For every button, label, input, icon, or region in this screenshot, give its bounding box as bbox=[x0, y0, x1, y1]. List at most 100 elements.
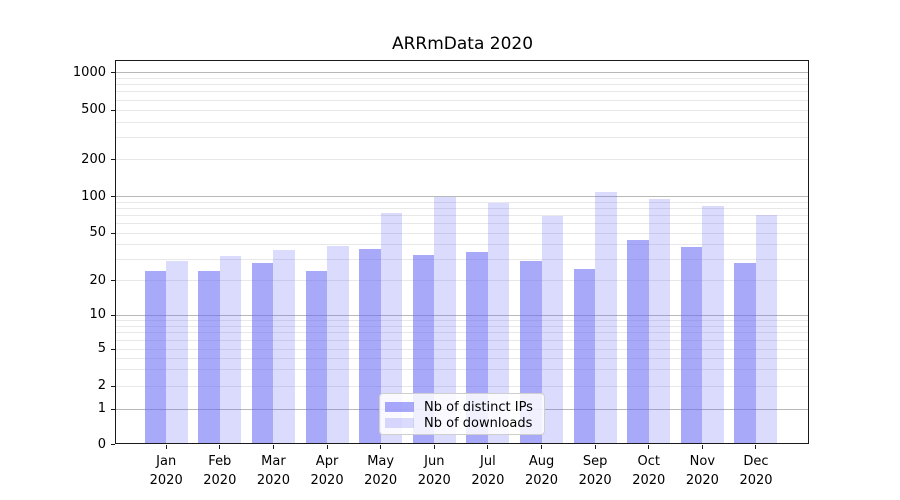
gridline-minor bbox=[116, 77, 809, 79]
y-tick-mark bbox=[111, 232, 115, 234]
y-tick-label: 50 bbox=[89, 225, 106, 240]
bar-nb-of-distinct-ips bbox=[144, 271, 167, 445]
gridline-minor bbox=[116, 121, 809, 123]
bar-nb-of-distinct-ips bbox=[251, 263, 274, 445]
legend-label-downloads: Nb of downloads bbox=[424, 415, 533, 431]
gridline-minor bbox=[116, 201, 809, 203]
gridline-minor bbox=[116, 244, 809, 246]
y-tick-label: 100 bbox=[81, 188, 106, 204]
x-tick-label: Jun 2020 bbox=[417, 454, 451, 488]
bar-nb-of-downloads bbox=[434, 196, 456, 445]
gridline-minor bbox=[116, 325, 809, 327]
bar-nb-of-distinct-ips bbox=[198, 271, 220, 445]
bar-nb-of-downloads bbox=[273, 250, 295, 445]
bar-nb-of-downloads bbox=[755, 215, 778, 445]
gridline-minor bbox=[116, 159, 809, 161]
x-tick-mark bbox=[755, 445, 757, 449]
gridline-minor bbox=[116, 222, 809, 224]
y-tick-label: 1000 bbox=[72, 64, 106, 80]
x-tick-mark bbox=[541, 445, 543, 449]
x-tick-label: Dec 2020 bbox=[739, 454, 773, 488]
y-tick-label: 0 bbox=[97, 436, 106, 452]
gridline-minor bbox=[116, 339, 809, 341]
bar-nb-of-distinct-ips bbox=[627, 239, 649, 445]
gridline-minor bbox=[116, 207, 809, 209]
x-tick-label: Feb 2020 bbox=[203, 454, 237, 488]
legend-swatch-distinct-ips bbox=[385, 402, 414, 412]
gridline-minor bbox=[116, 332, 809, 334]
y-tick-mark bbox=[111, 72, 115, 74]
x-tick-mark bbox=[326, 445, 328, 449]
bar-nb-of-downloads bbox=[380, 213, 403, 445]
legend-item-distinct-ips: Nb of distinct IPs bbox=[385, 399, 536, 415]
x-tick-mark bbox=[648, 445, 650, 449]
legend-swatch-downloads bbox=[385, 418, 414, 428]
y-tick-mark bbox=[111, 196, 115, 198]
y-tick-label: 10 bbox=[89, 307, 106, 323]
y-tick-mark bbox=[111, 444, 115, 445]
bar-nb-of-downloads bbox=[327, 245, 349, 445]
bar-nb-of-distinct-ips bbox=[305, 271, 328, 445]
x-tick-label: May 2020 bbox=[364, 454, 398, 488]
gridline-minor bbox=[116, 259, 809, 261]
y-tick-mark bbox=[111, 348, 115, 350]
x-tick-mark bbox=[487, 445, 489, 449]
x-tick-label: Aug 2020 bbox=[524, 454, 559, 488]
gridline-minor bbox=[116, 319, 809, 321]
bar-nb-of-downloads bbox=[219, 256, 242, 445]
gridline-minor bbox=[116, 348, 809, 350]
x-tick-label: Nov 2020 bbox=[685, 454, 719, 488]
bar-nb-of-downloads bbox=[595, 191, 617, 445]
gridline-minor bbox=[116, 369, 809, 371]
x-tick-mark bbox=[701, 445, 703, 449]
bar-nb-of-distinct-ips bbox=[734, 263, 756, 445]
gridline-minor bbox=[116, 109, 809, 111]
bar-nb-of-downloads bbox=[541, 216, 564, 445]
plot-frame bbox=[115, 60, 809, 444]
gridline-minor bbox=[116, 385, 809, 387]
x-tick-label: Jan 2020 bbox=[149, 454, 183, 488]
y-tick-mark bbox=[111, 385, 115, 387]
x-tick-mark bbox=[165, 445, 167, 449]
gridline-minor bbox=[116, 357, 809, 359]
x-tick-label: Apr 2020 bbox=[310, 454, 344, 488]
x-tick-mark bbox=[594, 445, 596, 449]
y-tick-label: 20 bbox=[89, 272, 106, 288]
gridline-minor bbox=[116, 137, 809, 139]
bar-nb-of-downloads bbox=[648, 198, 671, 445]
x-tick-mark bbox=[380, 445, 382, 449]
bar-nb-of-downloads bbox=[166, 261, 188, 445]
chart-title: ARRmData 2020 bbox=[391, 34, 534, 54]
y-tick-mark bbox=[111, 408, 115, 410]
x-tick-label: Sep 2020 bbox=[578, 454, 612, 488]
y-tick-label: 5 bbox=[97, 341, 106, 357]
bar-nb-of-distinct-ips bbox=[573, 269, 596, 445]
bar-nb-of-downloads bbox=[487, 203, 510, 445]
legend-item-downloads: Nb of downloads bbox=[385, 415, 536, 431]
gridline-minor bbox=[116, 99, 809, 101]
gridline-major bbox=[116, 72, 809, 74]
y-tick-label: 200 bbox=[81, 151, 106, 167]
legend-label-distinct-ips: Nb of distinct IPs bbox=[424, 399, 533, 415]
y-tick-label: 500 bbox=[81, 102, 106, 117]
gridline-major bbox=[116, 196, 809, 198]
y-tick-mark bbox=[111, 280, 115, 282]
gridline-minor bbox=[116, 280, 809, 282]
x-tick-mark bbox=[433, 445, 435, 449]
x-tick-label: Oct 2020 bbox=[632, 454, 666, 488]
gridline-minor bbox=[116, 91, 809, 93]
legend: Nb of distinct IPs Nb of downloads bbox=[379, 393, 545, 435]
gridline-minor bbox=[116, 84, 809, 86]
x-tick-label: Jul 2020 bbox=[471, 454, 505, 488]
bar-nb-of-distinct-ips bbox=[680, 247, 703, 445]
bar-nb-of-distinct-ips bbox=[359, 248, 381, 445]
gridline-minor bbox=[116, 232, 809, 234]
y-tick-mark bbox=[111, 109, 115, 111]
gridline-minor bbox=[116, 214, 809, 216]
y-tick-mark bbox=[111, 314, 115, 316]
y-tick-label: 2 bbox=[97, 378, 106, 393]
bar-nb-of-downloads bbox=[702, 205, 724, 445]
y-tick-label: 1 bbox=[97, 401, 106, 416]
y-tick-mark bbox=[111, 159, 115, 161]
